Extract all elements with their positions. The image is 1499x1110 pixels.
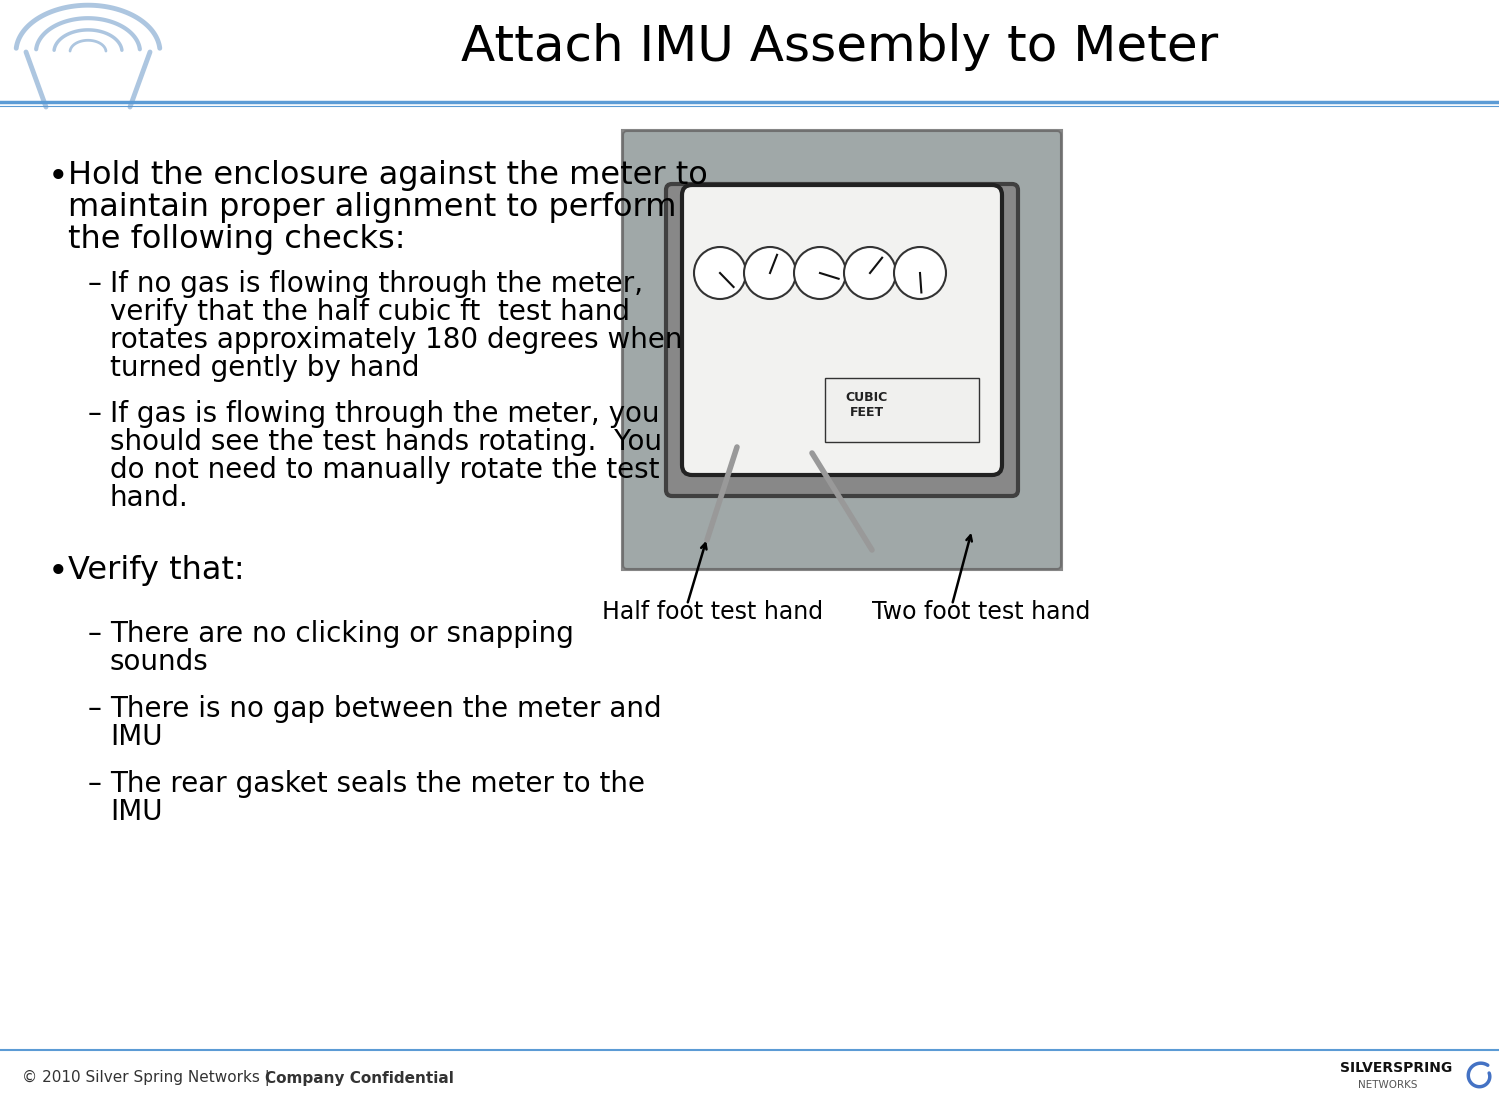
Text: CUBIC
FEET: CUBIC FEET [845, 391, 887, 418]
Text: Attach IMU Assembly to Meter: Attach IMU Assembly to Meter [462, 23, 1219, 71]
Text: hand.: hand. [109, 484, 189, 512]
FancyBboxPatch shape [682, 185, 1001, 475]
Text: The rear gasket seals the meter to the: The rear gasket seals the meter to the [109, 770, 645, 798]
Text: sounds: sounds [109, 648, 208, 676]
Text: IMU: IMU [109, 798, 162, 826]
Text: NETWORKS: NETWORKS [1358, 1080, 1418, 1090]
Text: –: – [88, 770, 102, 798]
Text: If gas is flowing through the meter, you: If gas is flowing through the meter, you [109, 400, 660, 428]
Circle shape [694, 248, 747, 299]
Text: Verify that:: Verify that: [67, 555, 244, 586]
Text: There is no gap between the meter and: There is no gap between the meter and [109, 695, 661, 723]
Text: •: • [48, 555, 69, 589]
Text: turned gently by hand: turned gently by hand [109, 354, 420, 382]
Text: rotates approximately 180 degrees when: rotates approximately 180 degrees when [109, 326, 682, 354]
Text: maintain proper alignment to perform: maintain proper alignment to perform [67, 192, 676, 223]
FancyBboxPatch shape [824, 379, 979, 442]
Circle shape [794, 248, 845, 299]
FancyBboxPatch shape [622, 130, 1061, 571]
Text: verify that the half cubic ft  test hand: verify that the half cubic ft test hand [109, 297, 630, 326]
Text: Company Confidential: Company Confidential [265, 1070, 454, 1086]
Text: –: – [88, 270, 102, 297]
Text: Half foot test hand: Half foot test hand [603, 601, 823, 624]
FancyBboxPatch shape [624, 131, 1061, 569]
Text: –: – [88, 620, 102, 648]
Circle shape [893, 248, 946, 299]
Text: IMU: IMU [109, 723, 162, 751]
Text: There are no clicking or snapping: There are no clicking or snapping [109, 620, 574, 648]
Text: do not need to manually rotate the test: do not need to manually rotate the test [109, 456, 660, 484]
Text: –: – [88, 400, 102, 428]
Text: © 2010 Silver Spring Networks |: © 2010 Silver Spring Networks | [22, 1070, 274, 1086]
FancyBboxPatch shape [666, 184, 1018, 496]
Text: the following checks:: the following checks: [67, 224, 406, 255]
Circle shape [844, 248, 896, 299]
Text: should see the test hands rotating.  You: should see the test hands rotating. You [109, 428, 663, 456]
Text: Two foot test hand: Two foot test hand [872, 601, 1090, 624]
Text: If no gas is flowing through the meter,: If no gas is flowing through the meter, [109, 270, 643, 297]
Text: •: • [48, 160, 69, 194]
Text: SILVERSPRING: SILVERSPRING [1340, 1061, 1453, 1074]
Text: Hold the enclosure against the meter to: Hold the enclosure against the meter to [67, 160, 708, 191]
Circle shape [744, 248, 796, 299]
Text: –: – [88, 695, 102, 723]
